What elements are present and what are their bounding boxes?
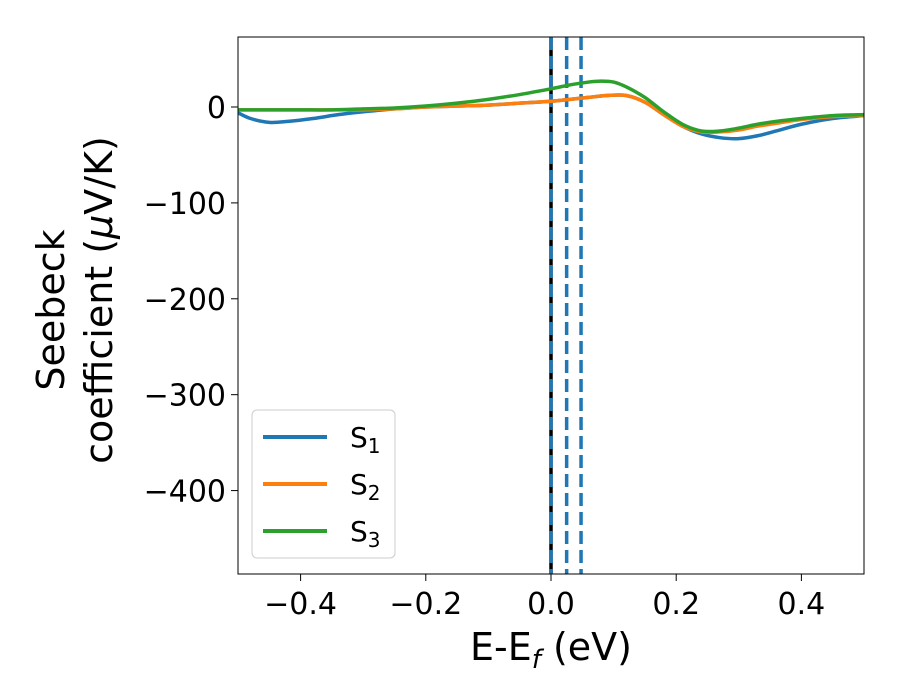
y-tick-label: −400 bbox=[144, 475, 226, 510]
x-tick-label: −0.2 bbox=[389, 587, 462, 622]
legend-label-s3: S3 bbox=[350, 515, 381, 552]
y-axis-label-line2: coefficient (μV/K) bbox=[77, 136, 121, 464]
x-tick-label: 0.4 bbox=[778, 587, 826, 622]
y-axis-ticks: 0 −100 −200 −300 −400 bbox=[144, 91, 238, 510]
x-axis-label: E-Ef (eV) bbox=[470, 625, 632, 675]
reference-lines bbox=[549, 37, 583, 574]
y-axis-label: Seebeck coefficient (μV/K) bbox=[29, 136, 121, 464]
x-tick-label: 0.2 bbox=[652, 587, 700, 622]
legend-label-s1: S1 bbox=[350, 421, 381, 458]
x-tick-label: −0.4 bbox=[264, 587, 337, 622]
series-lines bbox=[238, 79, 864, 141]
legend-label-s2: S2 bbox=[350, 468, 381, 505]
y-tick-label: −300 bbox=[144, 379, 226, 414]
legend: S1 S2 S3 bbox=[251, 409, 396, 559]
series-line-s3 bbox=[238, 79, 864, 134]
x-axis-ticks: −0.4 −0.2 0.0 0.2 0.4 bbox=[264, 574, 825, 622]
y-tick-label: 0 bbox=[207, 91, 226, 126]
y-tick-label: −100 bbox=[144, 187, 226, 222]
y-axis-label-line1: Seebeck bbox=[29, 229, 73, 390]
x-tick-label: 0.0 bbox=[527, 587, 575, 622]
y-tick-label: −200 bbox=[144, 283, 226, 318]
